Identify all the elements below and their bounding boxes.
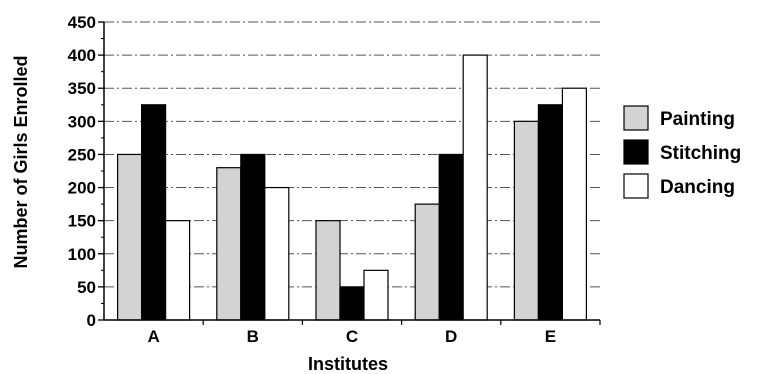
x-tick-label: D	[445, 327, 457, 346]
y-tick-label: 0	[87, 311, 96, 330]
bar-stitching-c	[339, 286, 365, 321]
x-tick-labels: A B C D E	[147, 327, 556, 346]
bar-stitching-a	[141, 104, 167, 321]
bar-painting-c	[315, 220, 341, 321]
legend: Painting Stitching Dancing	[623, 105, 741, 199]
bar-painting-b	[216, 167, 242, 321]
y-tick-label: 350	[68, 79, 96, 98]
y-tick-label: 250	[68, 145, 96, 164]
legend-label-painting: Painting	[660, 109, 735, 130]
y-tick-label: 300	[68, 112, 96, 131]
x-tick-label: E	[545, 327, 556, 346]
bar-stitching-b	[240, 153, 266, 321]
y-tick-label: 150	[68, 212, 96, 231]
bar-dancing-b	[264, 186, 290, 321]
y-tick-label: 100	[68, 245, 96, 264]
x-tick-label: B	[247, 327, 259, 346]
legend-label-dancing: Dancing	[660, 177, 735, 198]
bar-dancing-e	[561, 87, 588, 321]
x-tick-label: A	[147, 327, 159, 346]
bar-painting-a	[116, 153, 143, 321]
legend-swatch-painting	[623, 105, 649, 131]
bar-painting-d	[414, 203, 440, 321]
y-tick-label: 200	[68, 179, 96, 198]
y-tick-labels: 0 50 100 150 200 250 300 350 400 450	[68, 13, 96, 330]
y-tick-label: 400	[68, 46, 96, 65]
bar-stitching-d	[438, 153, 464, 321]
bar-stitching-e	[537, 104, 564, 321]
bar-dancing-a	[165, 220, 191, 321]
x-tick-label: C	[346, 327, 358, 346]
axes	[98, 21, 601, 325]
legend-swatch-dancing	[623, 173, 649, 199]
bars	[116, 54, 588, 321]
y-axis-title: Number of Girls Enrolled	[11, 55, 31, 268]
legend-swatch-stitching	[623, 139, 649, 165]
y-tick-label: 50	[77, 278, 96, 297]
bar-painting-e	[513, 120, 540, 321]
bar-dancing-c	[363, 269, 389, 321]
legend-label-stitching: Stitching	[660, 143, 741, 164]
x-axis-title: Institutes	[308, 354, 388, 374]
bar-dancing-d	[462, 54, 488, 321]
y-tick-label: 450	[68, 13, 96, 32]
